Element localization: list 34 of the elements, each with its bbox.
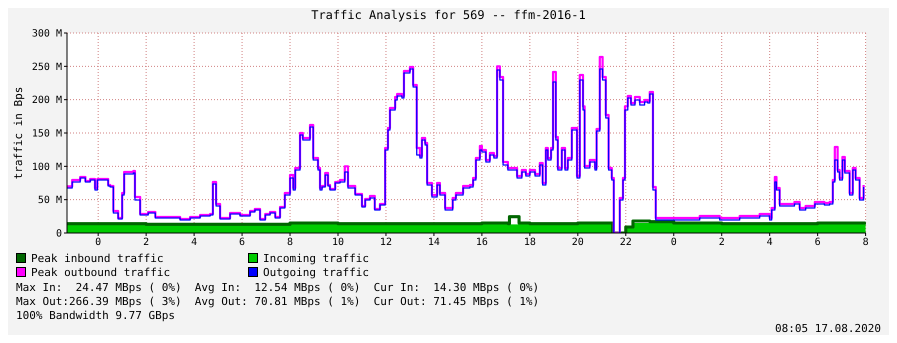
x-tick-label: 0 [670, 237, 677, 248]
y-tick-label: 300 M [32, 28, 62, 40]
x-tick-label: 4 [191, 237, 198, 248]
x-tick-label: 12 [380, 237, 392, 248]
text: 100% Bandwidth 9.77 GBps [16, 309, 175, 322]
x-tick-label: 20 [572, 237, 584, 248]
x-tick-label: 6 [814, 237, 821, 248]
x-tick-label: 2 [718, 237, 725, 248]
y-tick-label: 200 M [32, 95, 62, 106]
x-tick-label: 4 [766, 237, 773, 248]
x-tick-label: 18 [524, 237, 536, 248]
x-tick-label: 14 [428, 237, 440, 248]
x-tick-label: 8 [287, 237, 294, 248]
x-tick-label: 8 [862, 237, 869, 248]
text: Max Out:266.39 MBps ( 3%) Avg Out: 70.81 MBps ( 1%) Cur Out: 71.45 MBps ( 1%) [16, 295, 540, 308]
x-tick-label: 0 [95, 237, 102, 248]
legend-label: Peak inbound traffic [31, 252, 164, 264]
x-tick-label: 2 [143, 237, 150, 248]
chart-title: Traffic Analysis for 569 -- ffm-2016-1 [310, 8, 587, 22]
legend-label: Incoming traffic [263, 252, 369, 264]
legend-label: Peak outbound traffic [31, 266, 170, 278]
y-tick-label: 50 M [38, 195, 62, 206]
x-tick-label: 10 [332, 237, 344, 248]
text: 08:05 17.08.2020 [775, 322, 881, 335]
y-tick-label: 100 M [32, 162, 62, 173]
y-tick-label: 150 M [32, 128, 62, 140]
x-tick-label: 16 [476, 237, 488, 248]
x-tick-label: 22 [620, 237, 632, 248]
y-tick-label: 0 [56, 228, 62, 240]
text: Max In: 24.47 MBps ( 0%) Avg In: 12.54 MBps ( 0%) Cur In: 14.30 MBps ( 0%) [16, 281, 540, 294]
y-tick-label: 250 M [32, 62, 62, 73]
y-axis-title: traffic in Bps [12, 86, 25, 180]
legend-label: Outgoing traffic [263, 266, 369, 278]
x-tick-label: 6 [239, 237, 246, 248]
